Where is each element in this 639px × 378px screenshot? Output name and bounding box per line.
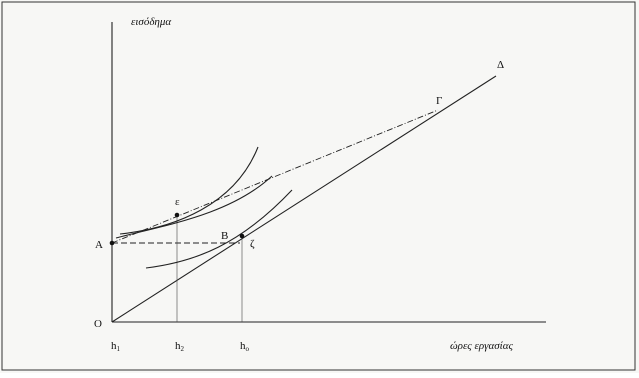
origin-label: O (94, 318, 102, 330)
indifference-curve-middle (115, 175, 273, 239)
line-O-delta (111, 75, 497, 323)
x-tick-ho: ho (240, 340, 250, 353)
x-tick-h2: h2 (175, 340, 185, 353)
figure-frame (1, 1, 636, 371)
point-zeta-label: ζ (250, 238, 255, 250)
point-gamma-label: Γ (436, 95, 442, 107)
x-tick-h1: h1 (111, 340, 121, 353)
point-A-label: A (95, 239, 103, 251)
line-A-gamma (111, 109, 439, 244)
point-epsilon-label: ε (175, 196, 180, 208)
y-axis-label: εισόδημα (131, 16, 171, 28)
point-B-label: B (221, 230, 228, 242)
point-A-marker (109, 240, 115, 246)
point-zeta-marker (239, 233, 245, 239)
x-axis-label: ώρες εργασίας (450, 340, 513, 352)
point-delta-label: Δ (497, 59, 504, 71)
indifference-curve-upper (119, 146, 259, 235)
point-epsilon-marker (174, 212, 180, 218)
indifference-curve-lower (145, 189, 293, 269)
